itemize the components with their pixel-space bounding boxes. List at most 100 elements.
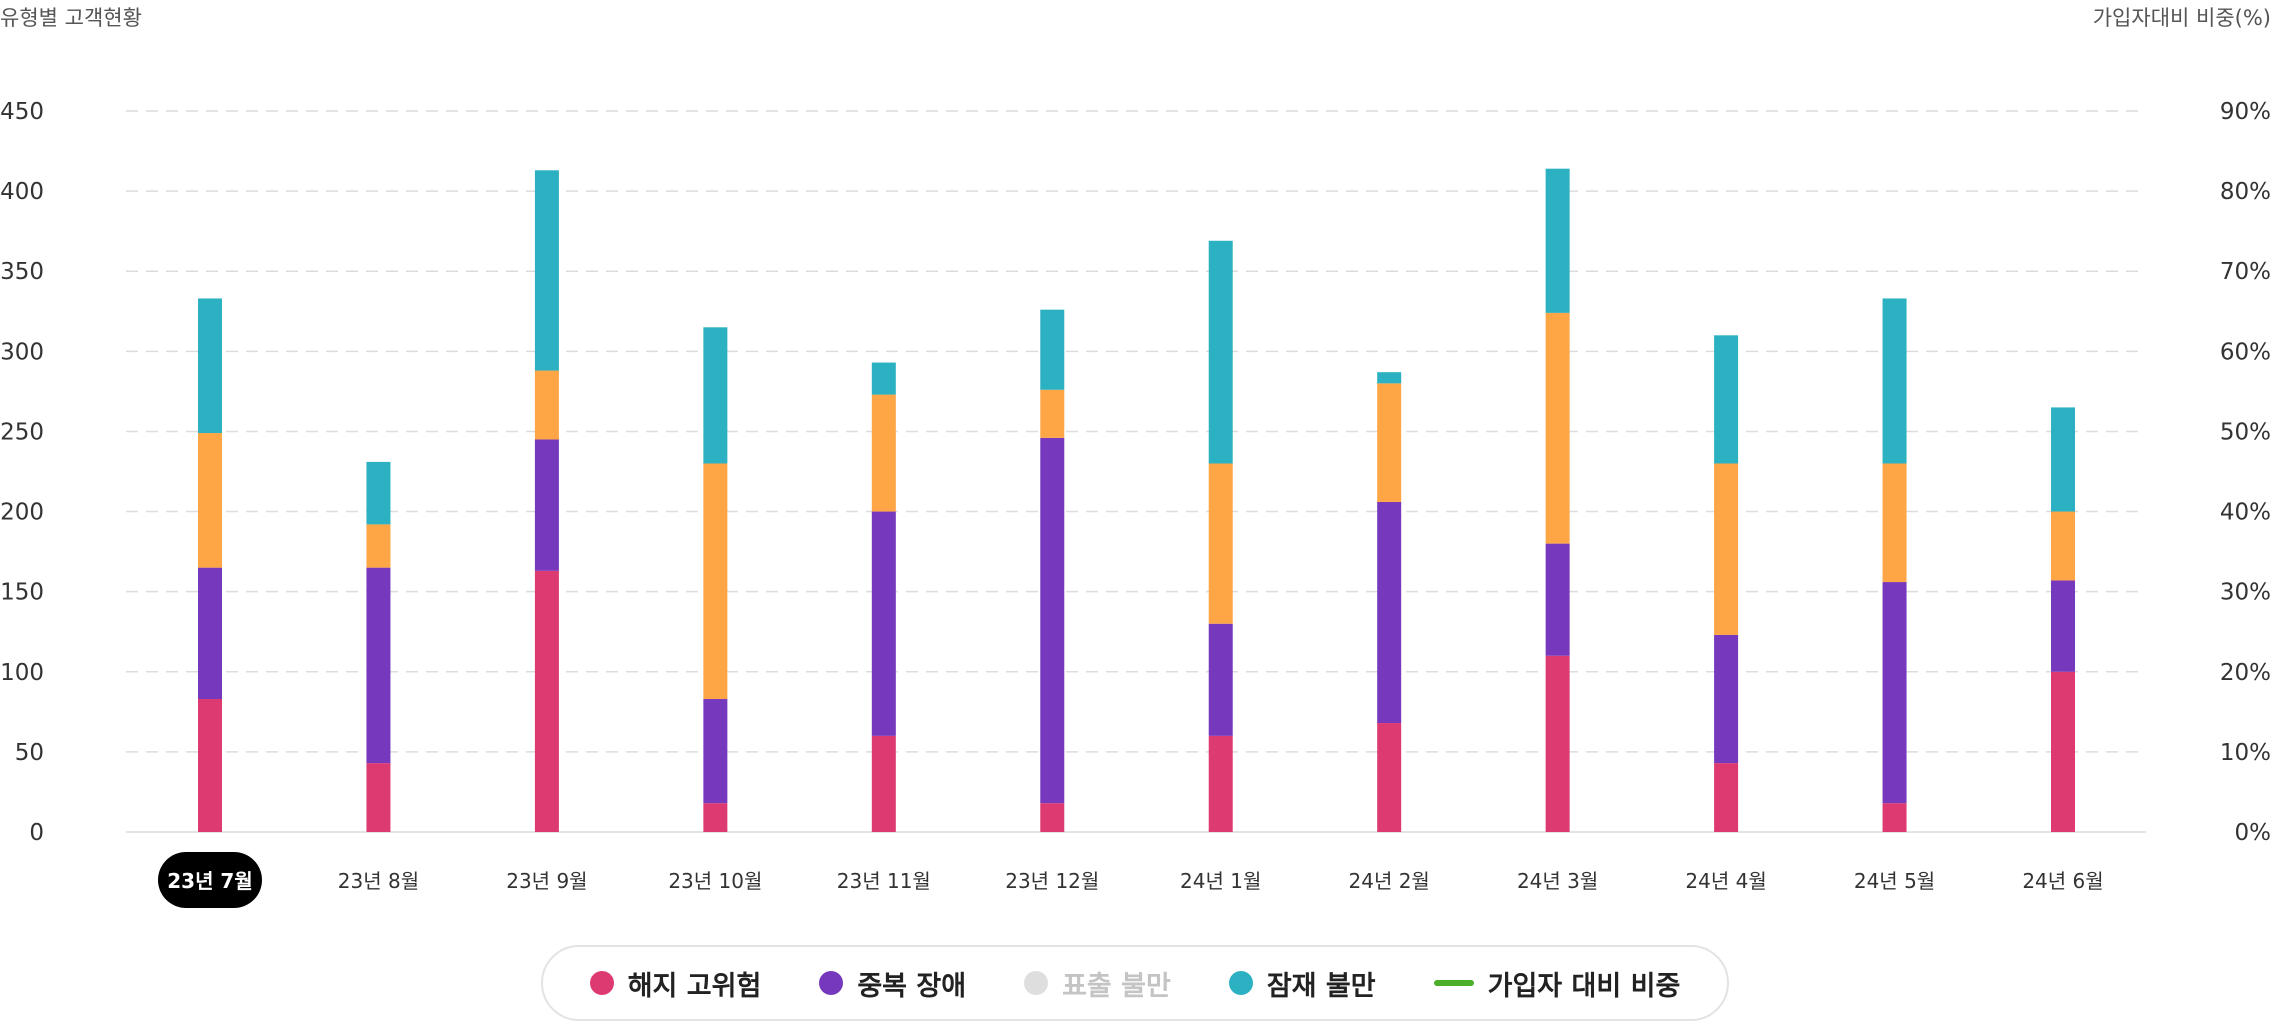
bar-segment [703,803,728,832]
bar-segment [1040,803,1065,832]
bar-segment [1545,543,1570,656]
x-tick-label: 23년 9월 [506,869,587,893]
bar-segment [534,439,559,571]
legend-label-churn-risk: 해지 고위험 [627,970,762,1002]
x-tick-label: 23년 11월 [837,869,931,893]
y2-tick-label: 30% [2220,580,2271,606]
chart-legend: 해지 고위험 중복 장애 표출 불만 잠재 불만 가입자 대비 비중 [541,945,1729,1021]
y2-tick-label: 70% [2220,259,2271,285]
y-tick-label: 400 [0,179,44,205]
bar-segment [1882,298,1907,464]
legend-item-subscriber-ratio[interactable]: 가입자 대비 비중 [1433,964,1681,1003]
x-tick-label: 24년 3월 [1517,869,1598,893]
y2-tick-label: 0% [2235,820,2271,846]
bar-segment [871,394,896,512]
y2-tick-label: 20% [2220,660,2271,686]
y-tick-label: 450 [0,99,44,125]
bar-segment [366,763,391,832]
y-tick-label: 150 [0,580,44,606]
x-tick-label-selected: 23년 7월 [167,869,253,893]
y2-tick-label: 60% [2220,339,2271,365]
legend-item-repeated-failure[interactable]: 중복 장애 [819,964,966,1003]
bar-segment [1882,463,1907,583]
y2-tick-label: 90% [2220,99,2271,125]
bar-segment [1377,723,1402,832]
x-tick-label: 23년 10월 [668,869,762,893]
bar-segment [1714,463,1739,635]
bar-segment [366,567,391,764]
legend-label-repeated-failure: 중복 장애 [857,970,967,1002]
bar-segment [198,298,222,434]
y-tick-label: 100 [0,660,44,686]
legend-dot-latent-complaint [1228,971,1253,995]
bar-segment [534,170,559,371]
x-tick-label: 23년 8월 [338,869,419,893]
bar-segment [1040,309,1065,390]
y2-tick-label: 10% [2220,740,2271,766]
legend-item-expressed-complaint[interactable]: 표출 불만 [1024,964,1171,1003]
left-axis-title: 유형별 고객현황 [0,6,142,30]
bar-segment [871,735,896,832]
y2-tick-label: 80% [2220,179,2271,205]
y-tick-label: 200 [0,500,44,526]
y-tick-label: 250 [0,419,44,445]
right-axis-title: 가입자대비 비중(%) [2092,6,2271,30]
legend-dot-expressed-complaint [1024,971,1049,995]
bar-segment [1882,582,1907,804]
legend-item-churn-risk[interactable]: 해지 고위험 [589,964,762,1003]
bar-segment [703,327,728,464]
stacked-bar-chart: 0 50 100 150 200 250 300 350 400 450 0% 10% 20% 30% 40… [0,99,2271,908]
bar-segment [2051,407,2075,512]
y-tick-label: 0 [29,820,44,846]
legend-label-latent-complaint: 잠재 불만 [1266,970,1376,1002]
legend-line-subscriber-ratio [1433,980,1474,986]
selected-month-pill [158,852,262,908]
bar-segment [366,524,391,568]
bar-segment [198,567,222,700]
bar-segment [1882,803,1907,832]
bar-segment [1714,634,1739,764]
bar-segment [366,461,391,525]
y-tick-label: 50 [15,740,44,766]
bar-segment [1714,335,1739,464]
x-tick-label: 24년 5월 [1854,869,1935,893]
y-tick-label: 350 [0,259,44,285]
bar-segment [1545,312,1570,544]
x-tick-label: 24년 2월 [1349,869,1430,893]
bar-segment [1040,389,1065,438]
legend-label-expressed-complaint: 표출 불만 [1062,970,1171,1002]
bar-segment [2051,671,2075,832]
bar-segment [1208,735,1233,832]
bar-segment [1208,463,1233,624]
bar-segment [1377,501,1402,724]
y2-tick-label: 40% [2220,500,2271,526]
y-tick-label: 300 [0,339,44,365]
legend-label-subscriber-ratio: 가입자 대비 비중 [1487,970,1681,1002]
legend-dot-repeated-failure [819,971,844,995]
x-tick-label: 23년 12월 [1005,869,1099,893]
bar-segment [534,370,559,440]
bar-segment [1208,240,1233,464]
bar-segment [198,699,222,832]
bar-segment [1377,372,1402,384]
bar-segment [1040,437,1065,804]
x-tick-label: 24년 4월 [1685,869,1766,893]
bar-segment [198,433,222,568]
x-tick-label: 24년 1월 [1180,869,1261,893]
bar-segment [703,463,728,700]
bar-segment [2051,580,2075,672]
bar-segment [1714,763,1739,832]
bar-segment [703,699,728,804]
x-tick-label: 24년 6월 [2022,869,2103,893]
bar-segment [871,362,896,395]
bar-segment [1545,168,1570,313]
bar-segment [534,570,559,832]
bar-segment [1545,655,1570,832]
y2-tick-label: 50% [2220,419,2271,445]
bar-segment [1377,383,1402,502]
legend-item-latent-complaint[interactable]: 잠재 불만 [1228,964,1376,1003]
bar-segment [1208,623,1233,736]
bar-segment [2051,511,2075,581]
bar-segment [871,511,896,736]
legend-dot-churn-risk [589,971,614,995]
